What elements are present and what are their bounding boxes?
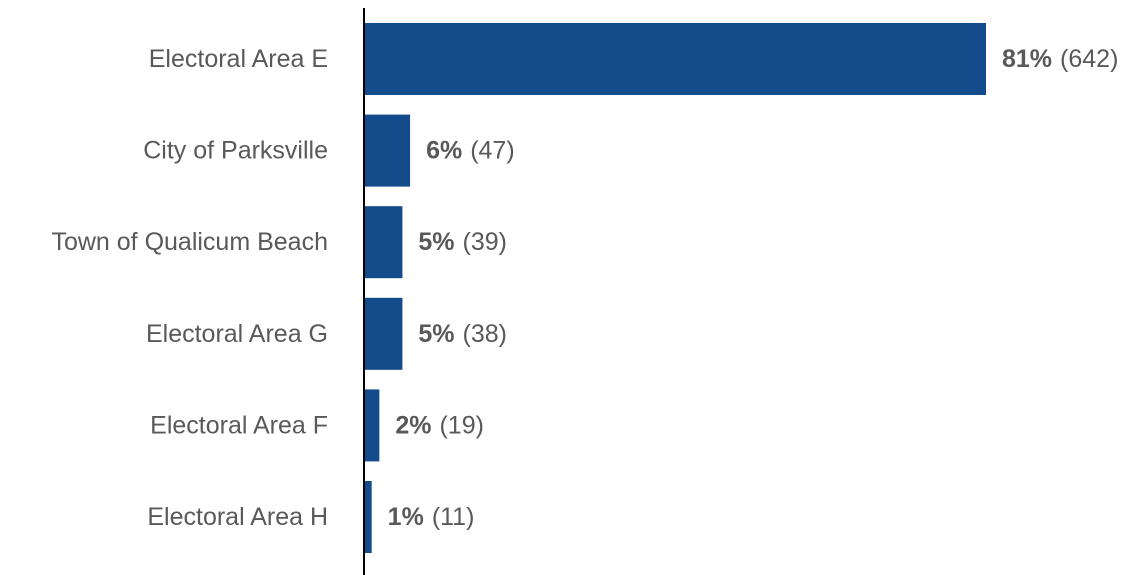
category-label-city-of-parksville: City of Parksville <box>143 137 328 165</box>
category-label-electoral-area-e: Electoral Area E <box>149 45 328 73</box>
value-label-city-of-parksville: 6% (47) <box>426 137 515 165</box>
count-label-electoral-area-h: (11) <box>432 503 475 531</box>
category-label-electoral-area-h: Electoral Area H <box>147 503 328 531</box>
percent-label-electoral-area-g: 5% <box>418 320 454 348</box>
percent-label-electoral-area-e: 81% <box>1002 45 1052 73</box>
category-label-town-of-qualicum-beach: Town of Qualicum Beach <box>51 228 328 256</box>
count-label-electoral-area-e: (642) <box>1060 45 1118 73</box>
count-label-electoral-area-f: (19) <box>439 411 483 439</box>
value-label-town-of-qualicum-beach: 5% (39) <box>418 228 507 256</box>
count-label-electoral-area-g: (38) <box>463 320 507 348</box>
value-label-electoral-area-f: 2% (19) <box>395 411 484 439</box>
value-label-electoral-area-h: 1% (11) <box>388 503 475 531</box>
percent-label-city-of-parksville: 6% <box>426 137 462 165</box>
percent-label-electoral-area-f: 2% <box>395 411 431 439</box>
bar-electoral-area-h <box>364 481 372 553</box>
percent-label-town-of-qualicum-beach: 5% <box>418 228 454 256</box>
bars-group <box>364 23 986 553</box>
category-label-electoral-area-f: Electoral Area F <box>150 411 328 439</box>
value-label-electoral-area-e: 81% (642) <box>1002 45 1118 73</box>
value-labels-group: 81% (642) 6% (47) 5% (39) 5% (38) 2% (19) 1% (11) <box>388 45 1119 531</box>
bar-electoral-area-f <box>364 389 380 462</box>
percent-label-electoral-area-h: 1% <box>388 503 424 531</box>
category-label-electoral-area-g: Electoral Area G <box>146 320 328 348</box>
bar-city-of-parksville <box>364 114 411 187</box>
value-label-electoral-area-g: 5% (38) <box>418 320 507 348</box>
bar-electoral-area-e <box>364 23 986 95</box>
bar-town-of-qualicum-beach <box>364 206 403 279</box>
count-label-city-of-parksville: (47) <box>470 137 514 165</box>
category-labels-group: Electoral Area E City of Parksville Town o… <box>51 45 328 531</box>
count-label-town-of-qualicum-beach: (39) <box>463 228 507 256</box>
bar-electoral-area-g <box>364 297 403 370</box>
